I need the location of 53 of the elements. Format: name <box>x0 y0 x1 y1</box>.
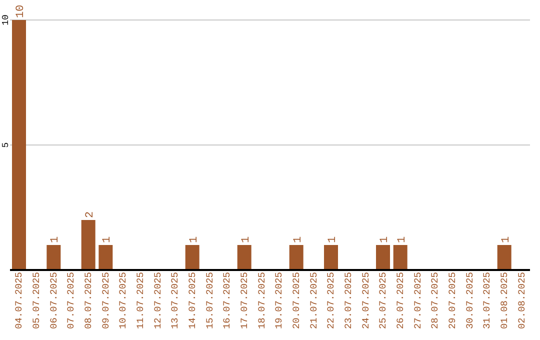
x-tick-label: 19.07.2025 <box>274 272 285 330</box>
y-tick-label: 5 <box>1 142 11 148</box>
x-tick-label: 23.07.2025 <box>343 272 354 330</box>
x-tick-label: 15.07.2025 <box>204 272 216 330</box>
x-tick-label: 12.07.2025 <box>152 272 164 330</box>
x-tick-label: 13.07.2025 <box>170 272 181 330</box>
x-tick-label: 01.08.2025 <box>499 272 510 330</box>
x-tick-label: 24.07.2025 <box>360 272 372 330</box>
x-tick-label: 07.07.2025 <box>66 272 77 330</box>
x-tick-label: 22.07.2025 <box>326 272 337 330</box>
bar <box>46 245 61 270</box>
x-tick-label: 29.07.2025 <box>447 272 458 330</box>
x-tick-label: 31.07.2025 <box>482 272 493 330</box>
x-tick-label: 27.07.2025 <box>412 272 424 330</box>
data-label: 1 <box>50 236 62 243</box>
x-tick-label: 30.07.2025 <box>464 272 476 330</box>
x-tick-label: 11.07.2025 <box>135 272 146 330</box>
x-tick-label: 09.07.2025 <box>100 272 112 330</box>
bar <box>497 245 512 270</box>
data-label: 1 <box>327 236 339 243</box>
x-tick-label: 02.08.2025 <box>516 272 528 330</box>
data-label: 1 <box>396 236 408 243</box>
bar <box>376 245 390 270</box>
data-label: 1 <box>379 236 391 243</box>
x-tick-label: 10.07.2025 <box>118 272 129 330</box>
data-label: 1 <box>500 236 512 243</box>
x-tick-label: 04.07.2025 <box>14 272 25 330</box>
data-label: 1 <box>102 236 114 243</box>
bar <box>393 245 408 270</box>
x-tick-label: 16.07.2025 <box>222 272 233 330</box>
bar <box>81 220 96 270</box>
x-tick-label: 26.07.2025 <box>395 272 406 330</box>
data-label: 1 <box>188 236 200 243</box>
bar <box>289 245 304 270</box>
bar <box>324 245 338 270</box>
x-tick-label: 25.07.2025 <box>378 272 389 330</box>
x-tick-label: 05.07.2025 <box>31 272 42 330</box>
data-label: 10 <box>15 4 27 18</box>
x-tick-label: 08.07.2025 <box>83 272 94 330</box>
x-tick-label: 17.07.2025 <box>239 272 250 330</box>
bar <box>185 245 200 270</box>
x-tick-label: 06.07.2025 <box>48 272 60 330</box>
x-tick-label: 28.07.2025 <box>430 272 441 330</box>
x-tick-label: 20.07.2025 <box>291 272 302 330</box>
data-label: 1 <box>292 236 304 243</box>
x-tick-label: 18.07.2025 <box>256 272 268 330</box>
data-label: 2 <box>84 211 96 218</box>
bar <box>12 20 26 270</box>
bar <box>98 245 113 270</box>
bar <box>237 245 252 270</box>
data-label: 1 <box>240 236 252 243</box>
x-tick-label: 21.07.2025 <box>308 272 320 330</box>
x-tick-label: 14.07.2025 <box>187 272 198 330</box>
